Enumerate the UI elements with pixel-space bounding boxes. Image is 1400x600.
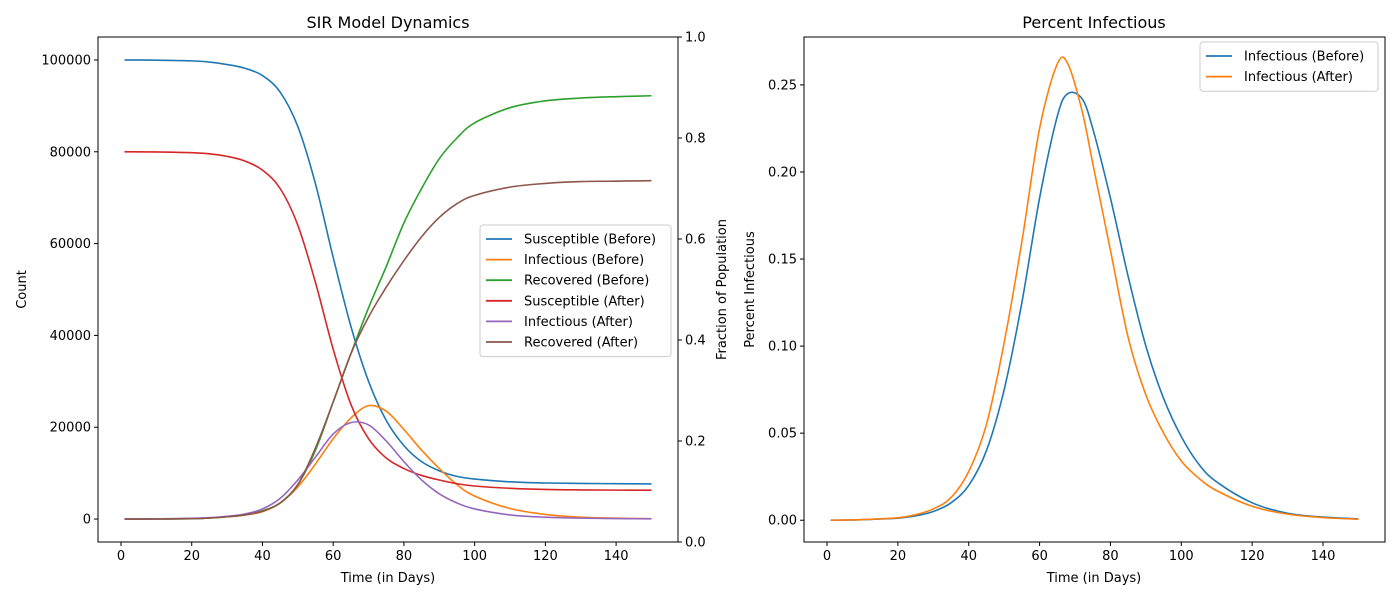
y-axis: 0 20000 40000 60000 80000 100000	[41, 53, 98, 528]
x-tick-label: 20	[183, 549, 200, 564]
series-line	[830, 56, 1359, 522]
y2-tick-label: 0.0	[685, 536, 706, 551]
x-tick-label: 20	[890, 549, 907, 564]
y2-tick-label: 0.2	[685, 435, 706, 450]
y-tick-label: 0.15	[768, 253, 797, 268]
series-lines	[830, 56, 1359, 522]
x-tick-label: 80	[1102, 549, 1119, 564]
chart-title: SIR Model Dynamics	[306, 13, 469, 32]
x-tick-label: 140	[1311, 549, 1336, 564]
y-tick-label: 20000	[50, 421, 91, 436]
legend-label: Infectious (Before)	[524, 253, 644, 268]
y-tick-label: 0.10	[768, 340, 797, 355]
series-line	[830, 91, 1359, 522]
x-tick-label: 120	[533, 549, 558, 564]
plot-frame	[97, 36, 679, 543]
legend-label: Infectious (After)	[524, 315, 633, 330]
chart-title: Percent Infectious	[1022, 13, 1165, 32]
y-axis-label: Percent Infectious	[743, 231, 758, 348]
secondary-y-axis: 0.0 0.2 0.4 0.6 0.8 1.0	[678, 31, 706, 551]
y-tick-label: 80000	[50, 145, 91, 160]
y-tick-label: 100000	[41, 53, 91, 68]
legend-label: Susceptible (Before)	[524, 233, 656, 248]
x-tick-label: 0	[117, 549, 125, 564]
y-tick-label: 0.20	[768, 165, 797, 180]
legend: Susceptible (Before) Infectious (Before) R…	[479, 224, 672, 358]
y2-tick-label: 0.8	[685, 132, 706, 147]
x-axis: 0 20 40 60 80 100 120 140	[823, 542, 1336, 564]
x-tick-label: 40	[254, 549, 271, 564]
legend-label: Infectious (After)	[1244, 70, 1353, 85]
legend-label: Recovered (After)	[524, 336, 638, 351]
y-axis: 0.00 0.05 0.10 0.15 0.20 0.25	[768, 78, 804, 529]
y2-tick-label: 0.6	[685, 233, 706, 248]
legend-label: Susceptible (After)	[524, 294, 645, 309]
legend: Infectious (Before) Infectious (After)	[1199, 41, 1379, 92]
x-tick-label: 100	[1169, 549, 1194, 564]
y2-tick-label: 0.4	[685, 334, 706, 349]
y-tick-label: 0.05	[768, 427, 797, 442]
x-tick-label: 60	[325, 549, 342, 564]
x-axis-label: Time (in Days)	[1046, 571, 1142, 586]
series-line	[124, 179, 652, 520]
x-tick-label: 120	[1240, 549, 1265, 564]
y-tick-label: 0	[83, 513, 91, 528]
legend-box	[1199, 41, 1379, 92]
x-tick-label: 40	[960, 549, 977, 564]
x-tick-label: 140	[604, 549, 629, 564]
percent-infectious-chart: Percent Infectious 0 20 40 60 80 100 120 140 0.…	[743, 13, 1386, 586]
x-tick-label: 100	[462, 549, 487, 564]
legend-label: Infectious (Before)	[1244, 50, 1364, 65]
y-tick-label: 0.25	[768, 78, 797, 93]
legend-label: Recovered (Before)	[524, 274, 649, 289]
series-line	[124, 59, 652, 485]
y-tick-label: 40000	[50, 329, 91, 344]
secondary-y-axis-label: Fraction of Population	[715, 219, 730, 360]
x-tick-label: 60	[1031, 549, 1048, 564]
plot-frame	[803, 36, 1386, 543]
series-lines	[124, 59, 652, 520]
y-axis-label: Count	[15, 270, 30, 309]
y2-tick-label: 1.0	[685, 31, 706, 46]
sir-dynamics-chart: SIR Model Dynamics 0 20 40 60 80 100 120 140 0 2…	[15, 13, 730, 586]
x-tick-label: 0	[823, 549, 831, 564]
x-axis-label: Time (in Days)	[340, 571, 436, 586]
y-tick-label: 60000	[50, 237, 91, 252]
legend-box	[479, 224, 672, 358]
x-tick-label: 80	[396, 549, 413, 564]
y-tick-label: 0.00	[768, 514, 797, 529]
series-line	[124, 421, 652, 520]
x-axis: 0 20 40 60 80 100 120 140	[117, 542, 629, 564]
